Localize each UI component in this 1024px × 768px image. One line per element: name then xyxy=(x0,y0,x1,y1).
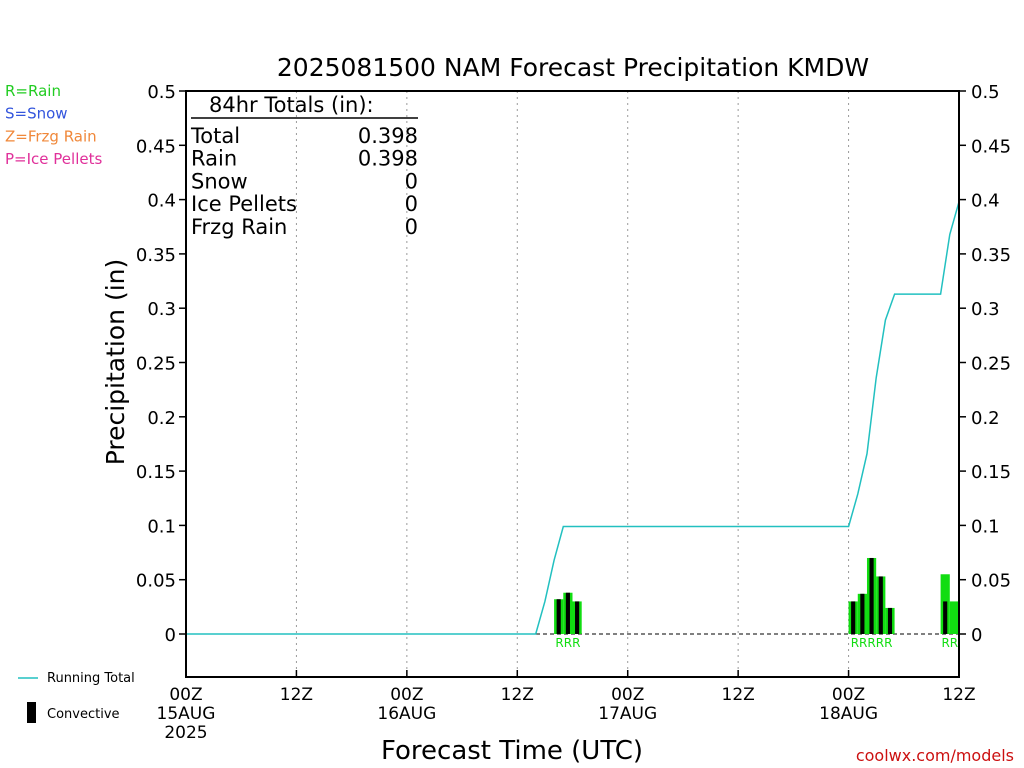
running-total-line xyxy=(186,201,960,635)
totals-row-label: Rain xyxy=(191,147,237,171)
x-tick-label: 12Z xyxy=(722,685,755,705)
precip-type-legend-item: P=Ice Pellets xyxy=(5,150,102,168)
y-tick-label-right: 0.05 xyxy=(971,571,1011,592)
precip-type-legend-item: R=Rain xyxy=(5,82,61,100)
totals-row-value: 0.398 xyxy=(358,124,418,148)
y-axis-ticks: 0 00.05 0.050.1 0.10.15 0.150.2 0.20.25 0.250.… xyxy=(136,82,1011,646)
totals-row-value: 0 xyxy=(405,192,418,216)
convective-bar xyxy=(851,601,856,634)
y-tick-label-right: 0.3 xyxy=(971,299,1000,320)
x-tick-label: 12Z xyxy=(501,685,534,705)
totals-row-value: 0 xyxy=(405,169,418,193)
y-tick-label-left: 0.1 xyxy=(147,516,176,537)
x-tick-label: 16AUG xyxy=(377,704,436,724)
grid-lines xyxy=(186,91,959,677)
x-tick-label: 2025 xyxy=(164,723,207,743)
convective-bar xyxy=(943,601,948,634)
precip-bars xyxy=(554,557,959,634)
x-tick-label: 12Z xyxy=(942,685,975,705)
precip-bar xyxy=(949,601,959,634)
convective-bar xyxy=(869,557,874,634)
y-tick-label-left: 0.5 xyxy=(147,82,176,103)
precip-type-labels: RRR RRRRR RR xyxy=(555,636,958,650)
precip-type-label: RR xyxy=(941,636,958,650)
convective-bar xyxy=(860,593,865,634)
y-tick-label-right: 0.5 xyxy=(971,82,1000,103)
y-tick-label-right: 0.45 xyxy=(971,136,1011,157)
precip-type-legend-item: S=Snow xyxy=(5,105,68,123)
convective-legend-label: Convective xyxy=(47,707,120,722)
y-tick-label-right: 0 xyxy=(971,625,982,646)
chart-title: 2025081500 NAM Forecast Precipitation KM… xyxy=(277,53,869,82)
x-tick-label: 18AUG xyxy=(819,704,878,724)
precip-type-legend: R=Rain S=Snow Z=Frzg Rain P=Ice Pellets xyxy=(5,82,102,168)
x-tick-label: 12Z xyxy=(280,685,313,705)
x-tick-label: 00Z xyxy=(611,685,644,705)
totals-row-value: 0 xyxy=(405,215,418,239)
totals-row-label: Snow xyxy=(191,169,248,193)
y-tick-label-right: 0.35 xyxy=(971,245,1011,266)
convective-bar xyxy=(565,592,570,634)
y-tick-label-right: 0.2 xyxy=(971,408,1000,429)
convective-legend-swatch xyxy=(27,702,36,723)
x-tick-label: 00Z xyxy=(832,685,865,705)
totals-row-label: Ice Pellets xyxy=(191,192,297,216)
y-tick-label-left: 0.2 xyxy=(147,408,176,429)
convective-bar xyxy=(887,607,893,634)
totals-box: 84hr Totals (in): Total 0.398 Rain 0.398 Sno… xyxy=(190,93,418,239)
x-tick-label: 15AUG xyxy=(157,704,216,724)
x-tick-label: 00Z xyxy=(390,685,423,705)
x-axis-title: Forecast Time (UTC) xyxy=(381,736,643,766)
running-total-layer xyxy=(186,201,960,635)
totals-row-label: Frzg Rain xyxy=(191,215,287,239)
y-tick-label-right: 0.1 xyxy=(971,516,1000,537)
y-tick-label-right: 0.15 xyxy=(971,462,1011,483)
running-total-legend-label: Running Total xyxy=(47,671,135,686)
y-tick-label-left: 0.3 xyxy=(147,299,176,320)
y-axis-title: Precipitation (in) xyxy=(101,259,130,466)
y-tick-label-left: 0.4 xyxy=(147,191,176,212)
totals-heading: 84hr Totals (in): xyxy=(209,93,374,117)
precip-type-label: RRR xyxy=(555,636,580,650)
y-tick-label-left: 0.45 xyxy=(136,136,176,157)
convective-bar xyxy=(575,601,580,634)
y-tick-label-right: 0.25 xyxy=(971,354,1011,375)
totals-row-value: 0.398 xyxy=(358,147,418,171)
site-credit: coolwx.com/models xyxy=(856,746,1014,765)
convective-bar xyxy=(556,599,561,634)
x-tick-label: 00Z xyxy=(169,685,202,705)
y-tick-label-left: 0.25 xyxy=(136,354,176,375)
y-tick-label-right: 0.4 xyxy=(971,191,1000,212)
y-tick-label-left: 0.05 xyxy=(136,571,176,592)
totals-row-label: Total xyxy=(190,124,240,148)
x-tick-label: 17AUG xyxy=(598,704,657,724)
convective-bar xyxy=(878,576,883,634)
precip-type-label: RRRRR xyxy=(851,636,893,650)
y-tick-label-left: 0.35 xyxy=(136,245,176,266)
y-tick-label-left: 0 xyxy=(165,625,176,646)
plot-frame xyxy=(185,90,960,678)
y-tick-label-left: 0.15 xyxy=(136,462,176,483)
bottom-legend: Running Total Convective xyxy=(18,671,135,723)
precip-type-legend-item: Z=Frzg Rain xyxy=(5,127,97,145)
